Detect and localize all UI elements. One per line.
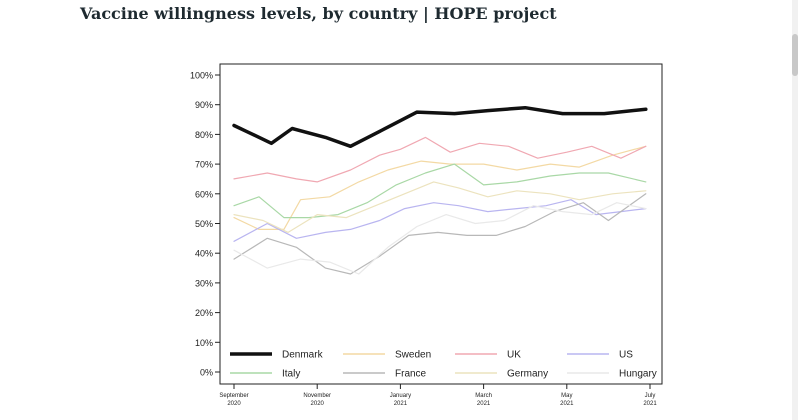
x-tick-label-year: 2021 <box>643 401 657 407</box>
x-tick-label-month: May <box>561 393 572 399</box>
y-tick-label: 70% <box>195 160 213 170</box>
x-tick-label-month: November <box>303 393 331 399</box>
legend-label-italy: Italy <box>282 369 300 380</box>
y-tick-label: 80% <box>195 130 213 140</box>
legend-label-france: France <box>395 369 427 380</box>
series-line-uk <box>233 136 647 183</box>
legend-label-sweden: Sweden <box>395 350 431 361</box>
x-tick-label-year: 2021 <box>477 401 491 407</box>
y-tick-label: 40% <box>195 249 213 259</box>
series-line-sweden <box>233 145 647 230</box>
y-tick-label: 100% <box>190 71 213 81</box>
series-lines <box>232 105 648 275</box>
y-tick-label: 90% <box>195 100 213 110</box>
series-line-france <box>233 193 647 275</box>
legend: Denmark Sweden UK US Italy France Germany Hunga… <box>230 350 657 380</box>
x-tick-label-year: 2021 <box>394 401 408 407</box>
scrollbar-track[interactable] <box>792 0 798 420</box>
x-tick-label-year: 2020 <box>227 401 241 407</box>
y-tick-label: 60% <box>195 189 213 199</box>
series-line-hungary <box>233 202 647 275</box>
x-tick-label-year: 2020 <box>311 401 325 407</box>
x-tick-label-month: March <box>475 393 492 399</box>
series-line-us <box>233 199 647 242</box>
series-line-germany <box>233 181 647 233</box>
y-tick-label: 0% <box>200 368 213 378</box>
legend-label-uk: UK <box>507 350 521 361</box>
plot-frame <box>219 63 663 385</box>
legend-label-germany: Germany <box>507 369 548 380</box>
legend-label-denmark: Denmark <box>282 350 324 361</box>
x-tick-label-month: January <box>390 393 411 399</box>
axes: 0% 10% 20% 30% 40% 50% 60% 70% 80% 90% 100% Septemb… <box>190 71 657 408</box>
y-tick-label: 20% <box>195 308 213 318</box>
y-tick-label: 50% <box>195 219 213 229</box>
legend-label-us: US <box>619 350 633 361</box>
series-line-denmark <box>232 105 648 149</box>
x-tick-label-month: September <box>219 393 248 399</box>
x-tick-label-year: 2021 <box>560 401 574 407</box>
x-tick-label-month: July <box>645 393 656 399</box>
page-title: Vaccine willingness levels, by country |… <box>80 4 557 23</box>
y-tick-label: 30% <box>195 278 213 288</box>
scrollbar-thumb[interactable] <box>792 34 798 76</box>
legend-label-hungary: Hungary <box>619 369 657 380</box>
series-line-italy <box>233 163 647 219</box>
y-tick-label: 10% <box>195 338 213 348</box>
